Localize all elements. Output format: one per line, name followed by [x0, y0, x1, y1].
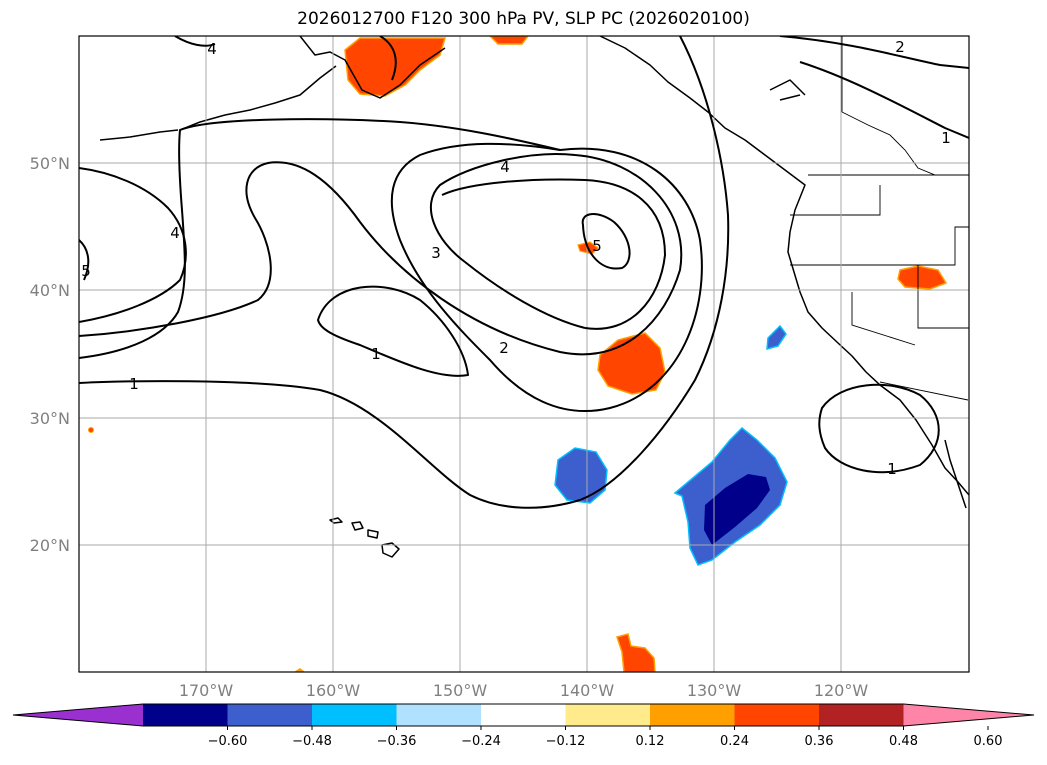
- contour-label: 3: [431, 244, 441, 262]
- map-frame: [78, 35, 970, 673]
- pv-positive-area: [488, 36, 529, 45]
- contour-label: 5: [81, 262, 91, 280]
- colorbar: −0.60 −0.48 −0.36 −0.24 −0.12 0.12 0.24 0.36 0.4…: [12, 703, 1035, 749]
- lat-label: 50°N: [30, 154, 70, 173]
- coastlines: [99, 36, 969, 558]
- lon-label: 170°W: [179, 681, 234, 700]
- contour-label: 2: [499, 339, 509, 357]
- pv-positive-area: [616, 633, 656, 672]
- colorbar-tick-label: −0.60: [208, 734, 248, 749]
- pv-positive-area: [294, 668, 305, 672]
- pv-positive-area: [897, 265, 948, 290]
- colorbar-tick-label: 0.36: [805, 734, 834, 749]
- colorbar-extend-min: [13, 704, 143, 726]
- pv-negative-area: [766, 324, 787, 351]
- colorbar-segment: [312, 704, 397, 726]
- contour-label: 2: [895, 38, 905, 56]
- colorbar-segment: [565, 704, 651, 726]
- lon-label: 120°W: [814, 681, 869, 700]
- longitude-labels: 170°W 160°W 150°W 140°W 130°W 120°W: [179, 681, 869, 700]
- lon-label: 160°W: [306, 681, 361, 700]
- political-borders: [790, 36, 969, 401]
- colorbar-tick-label: 0.24: [720, 734, 749, 749]
- pv-negative-area-strong: [704, 474, 770, 545]
- colorbar-segment: [143, 704, 228, 726]
- colorbar-tick-label: −0.48: [292, 734, 332, 749]
- colorbar-tick-label: 0.48: [889, 734, 918, 749]
- lon-label: 140°W: [560, 681, 615, 700]
- lat-label: 20°N: [30, 536, 70, 555]
- lat-label: 30°N: [30, 409, 70, 428]
- colorbar-tick-label: 0.60: [974, 734, 1003, 749]
- colorbar-segment: [819, 704, 904, 726]
- latitude-labels: 50°N 40°N 30°N 20°N: [30, 154, 70, 555]
- pv-negative-area: [554, 447, 608, 504]
- colorbar-segment: [396, 704, 482, 726]
- contour-labels: 4 2 1 4 5 4 5 3 2 1 1 1: [81, 38, 951, 478]
- slp-contours: [79, 36, 969, 509]
- lon-label: 130°W: [687, 681, 742, 700]
- contour-label: 4: [500, 158, 510, 176]
- map-title: 2026012700 F120 300 hPa PV, SLP PC (2026…: [297, 9, 750, 29]
- colorbar-extend-max: [903, 704, 1034, 726]
- colorbar-tick-label: −0.12: [546, 734, 586, 749]
- contour-label: 5: [592, 237, 602, 255]
- contour-label: 4: [170, 224, 180, 242]
- contour-label: 1: [371, 345, 381, 363]
- colorbar-outline: [12, 703, 1035, 727]
- contour-label: 1: [887, 460, 897, 478]
- contour-label: 1: [129, 375, 139, 393]
- contour-label: 1: [941, 129, 951, 147]
- colorbar-tick-label: −0.36: [377, 734, 417, 749]
- lon-label: 150°W: [433, 681, 488, 700]
- pv-positive-area: [88, 427, 94, 433]
- contour-label: 4: [207, 40, 217, 58]
- colorbar-segment: [650, 704, 735, 726]
- colorbar-tick-label: −0.24: [461, 734, 501, 749]
- colorbar-segment: [227, 704, 313, 726]
- colorbar-segment: [734, 704, 820, 726]
- colorbar-segment: [481, 704, 566, 726]
- graticule: [79, 36, 969, 672]
- lat-label: 40°N: [30, 281, 70, 300]
- colorbar-tick-label: 0.12: [636, 734, 665, 749]
